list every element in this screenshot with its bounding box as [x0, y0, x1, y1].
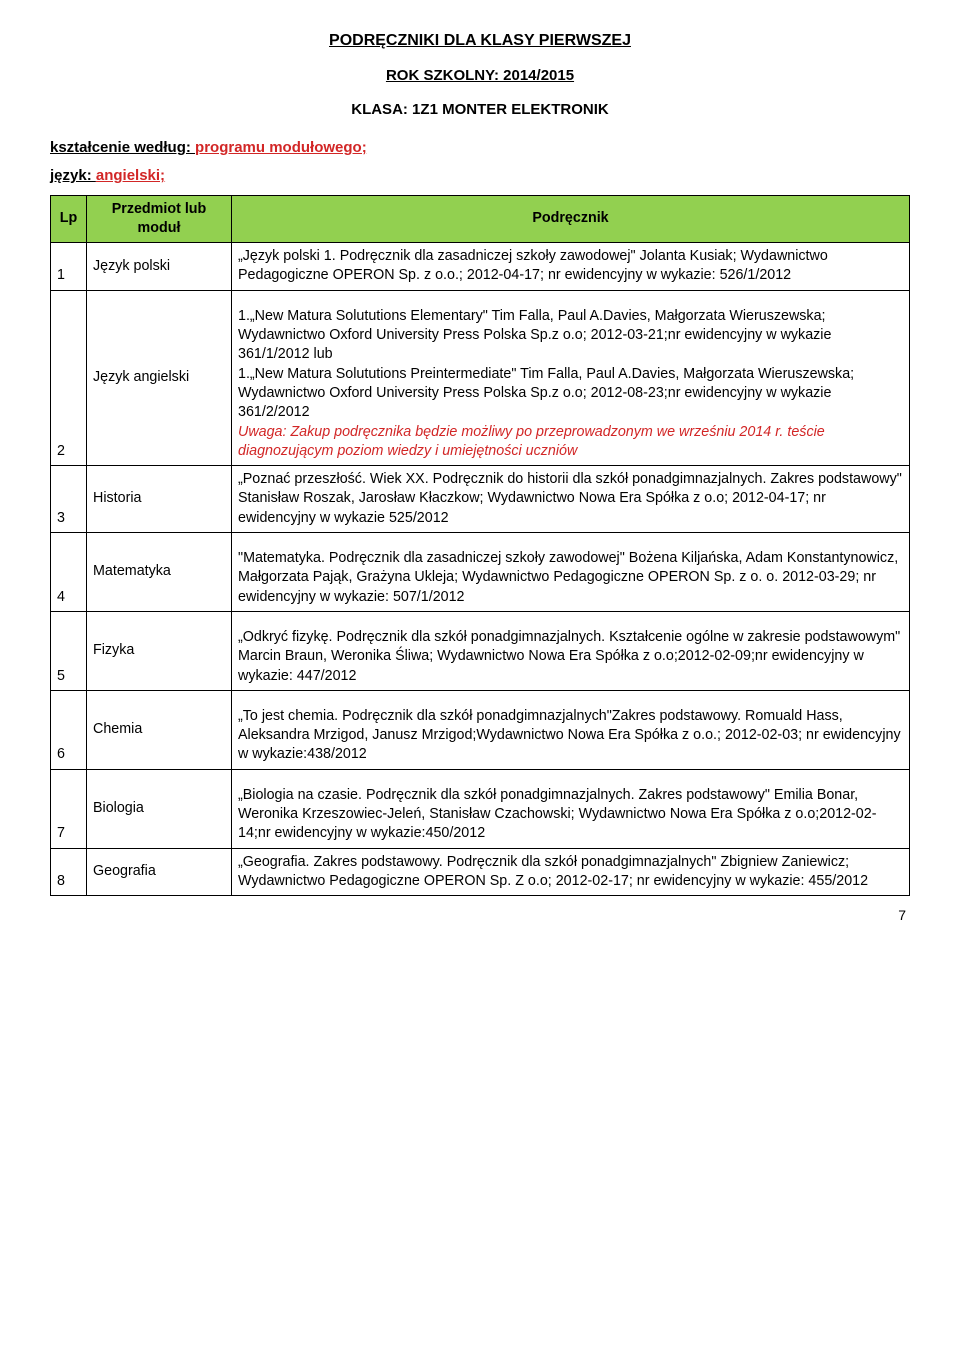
table-row: 5 Fizyka „Odkryć fizykę. Podręcznik dla … [51, 611, 910, 690]
col-lp: Lp [51, 195, 87, 243]
r2-p2: 1.„New Matura Solututions Preintermediat… [238, 366, 854, 421]
cell-subject: Chemia [87, 690, 232, 769]
cell-lp: 8 [51, 848, 87, 896]
cell-lp: 6 [51, 690, 87, 769]
cell-lp: 7 [51, 769, 87, 848]
r5-text: „Odkryć fizykę. Podręcznik dla szkół pon… [238, 629, 900, 684]
col-subject: Przedmiot lub moduł [87, 195, 232, 243]
cell-desc: "Matematyka. Podręcznik dla zasadniczej … [232, 533, 910, 612]
cell-subject: Biologia [87, 769, 232, 848]
cell-lp: 4 [51, 533, 87, 612]
cell-lp: 5 [51, 611, 87, 690]
meta2-value: angielski; [96, 167, 165, 184]
header-block: PODRĘCZNIKI DLA KLASY PIERWSZEJ ROK SZKO… [50, 30, 910, 120]
table-row: 1 Język polski „Język polski 1. Podręczn… [51, 243, 910, 291]
cell-subject: Matematyka [87, 533, 232, 612]
table-header-row: Lp Przedmiot lub moduł Podręcznik [51, 195, 910, 243]
cell-desc: „Biologia na czasie. Podręcznik dla szkó… [232, 769, 910, 848]
table-row: 7 Biologia „Biologia na czasie. Podręczn… [51, 769, 910, 848]
table-row: 3 Historia „Poznać przeszłość. Wiek XX. … [51, 466, 910, 533]
cell-subject: Język polski [87, 243, 232, 291]
meta1-prefix: kształcenie według: [50, 139, 195, 156]
cell-subject: Geografia [87, 848, 232, 896]
language-line: język: angielski; [50, 166, 910, 186]
cell-desc: „To jest chemia. Podręcznik dla szkół po… [232, 690, 910, 769]
cell-lp: 3 [51, 466, 87, 533]
page-number: 7 [50, 906, 910, 925]
school-year: ROK SZKOLNY: 2014/2015 [50, 66, 910, 86]
col-textbook: Podręcznik [232, 195, 910, 243]
cell-subject: Język angielski [87, 290, 232, 465]
r2-note: Uwaga: Zakup podręcznika będzie możliwy … [238, 424, 825, 459]
education-mode: kształcenie według: programu modułowego; [50, 138, 910, 158]
r7-text: „Biologia na czasie. Podręcznik dla szkó… [238, 787, 876, 842]
class-line: KLASA: 1Z1 MONTER ELEKTRONIK [50, 100, 910, 120]
cell-desc: „Geografia. Zakres podstawowy. Podręczni… [232, 848, 910, 896]
meta1-value: programu modułowego; [195, 139, 367, 156]
table-row: 8 Geografia „Geografia. Zakres podstawow… [51, 848, 910, 896]
cell-desc: „Poznać przeszłość. Wiek XX. Podręcznik … [232, 466, 910, 533]
cell-desc: 1.„New Matura Solututions Elementary" Ti… [232, 290, 910, 465]
cell-desc: „Język polski 1. Podręcznik dla zasadnic… [232, 243, 910, 291]
r4-text: "Matematyka. Podręcznik dla zasadniczej … [238, 550, 898, 605]
r2-p1: 1.„New Matura Solututions Elementary" Ti… [238, 308, 831, 363]
r6-text: „To jest chemia. Podręcznik dla szkół po… [238, 708, 901, 763]
table-row: 4 Matematyka "Matematyka. Podręcznik dla… [51, 533, 910, 612]
textbook-table: Lp Przedmiot lub moduł Podręcznik 1 Języ… [50, 195, 910, 897]
table-row: 6 Chemia „To jest chemia. Podręcznik dla… [51, 690, 910, 769]
cell-lp: 2 [51, 290, 87, 465]
cell-subject: Historia [87, 466, 232, 533]
main-title: PODRĘCZNIKI DLA KLASY PIERWSZEJ [50, 30, 910, 52]
cell-desc: „Odkryć fizykę. Podręcznik dla szkół pon… [232, 611, 910, 690]
meta2-prefix: język: [50, 167, 96, 184]
cell-lp: 1 [51, 243, 87, 291]
table-row: 2 Język angielski 1.„New Matura Solututi… [51, 290, 910, 465]
cell-subject: Fizyka [87, 611, 232, 690]
